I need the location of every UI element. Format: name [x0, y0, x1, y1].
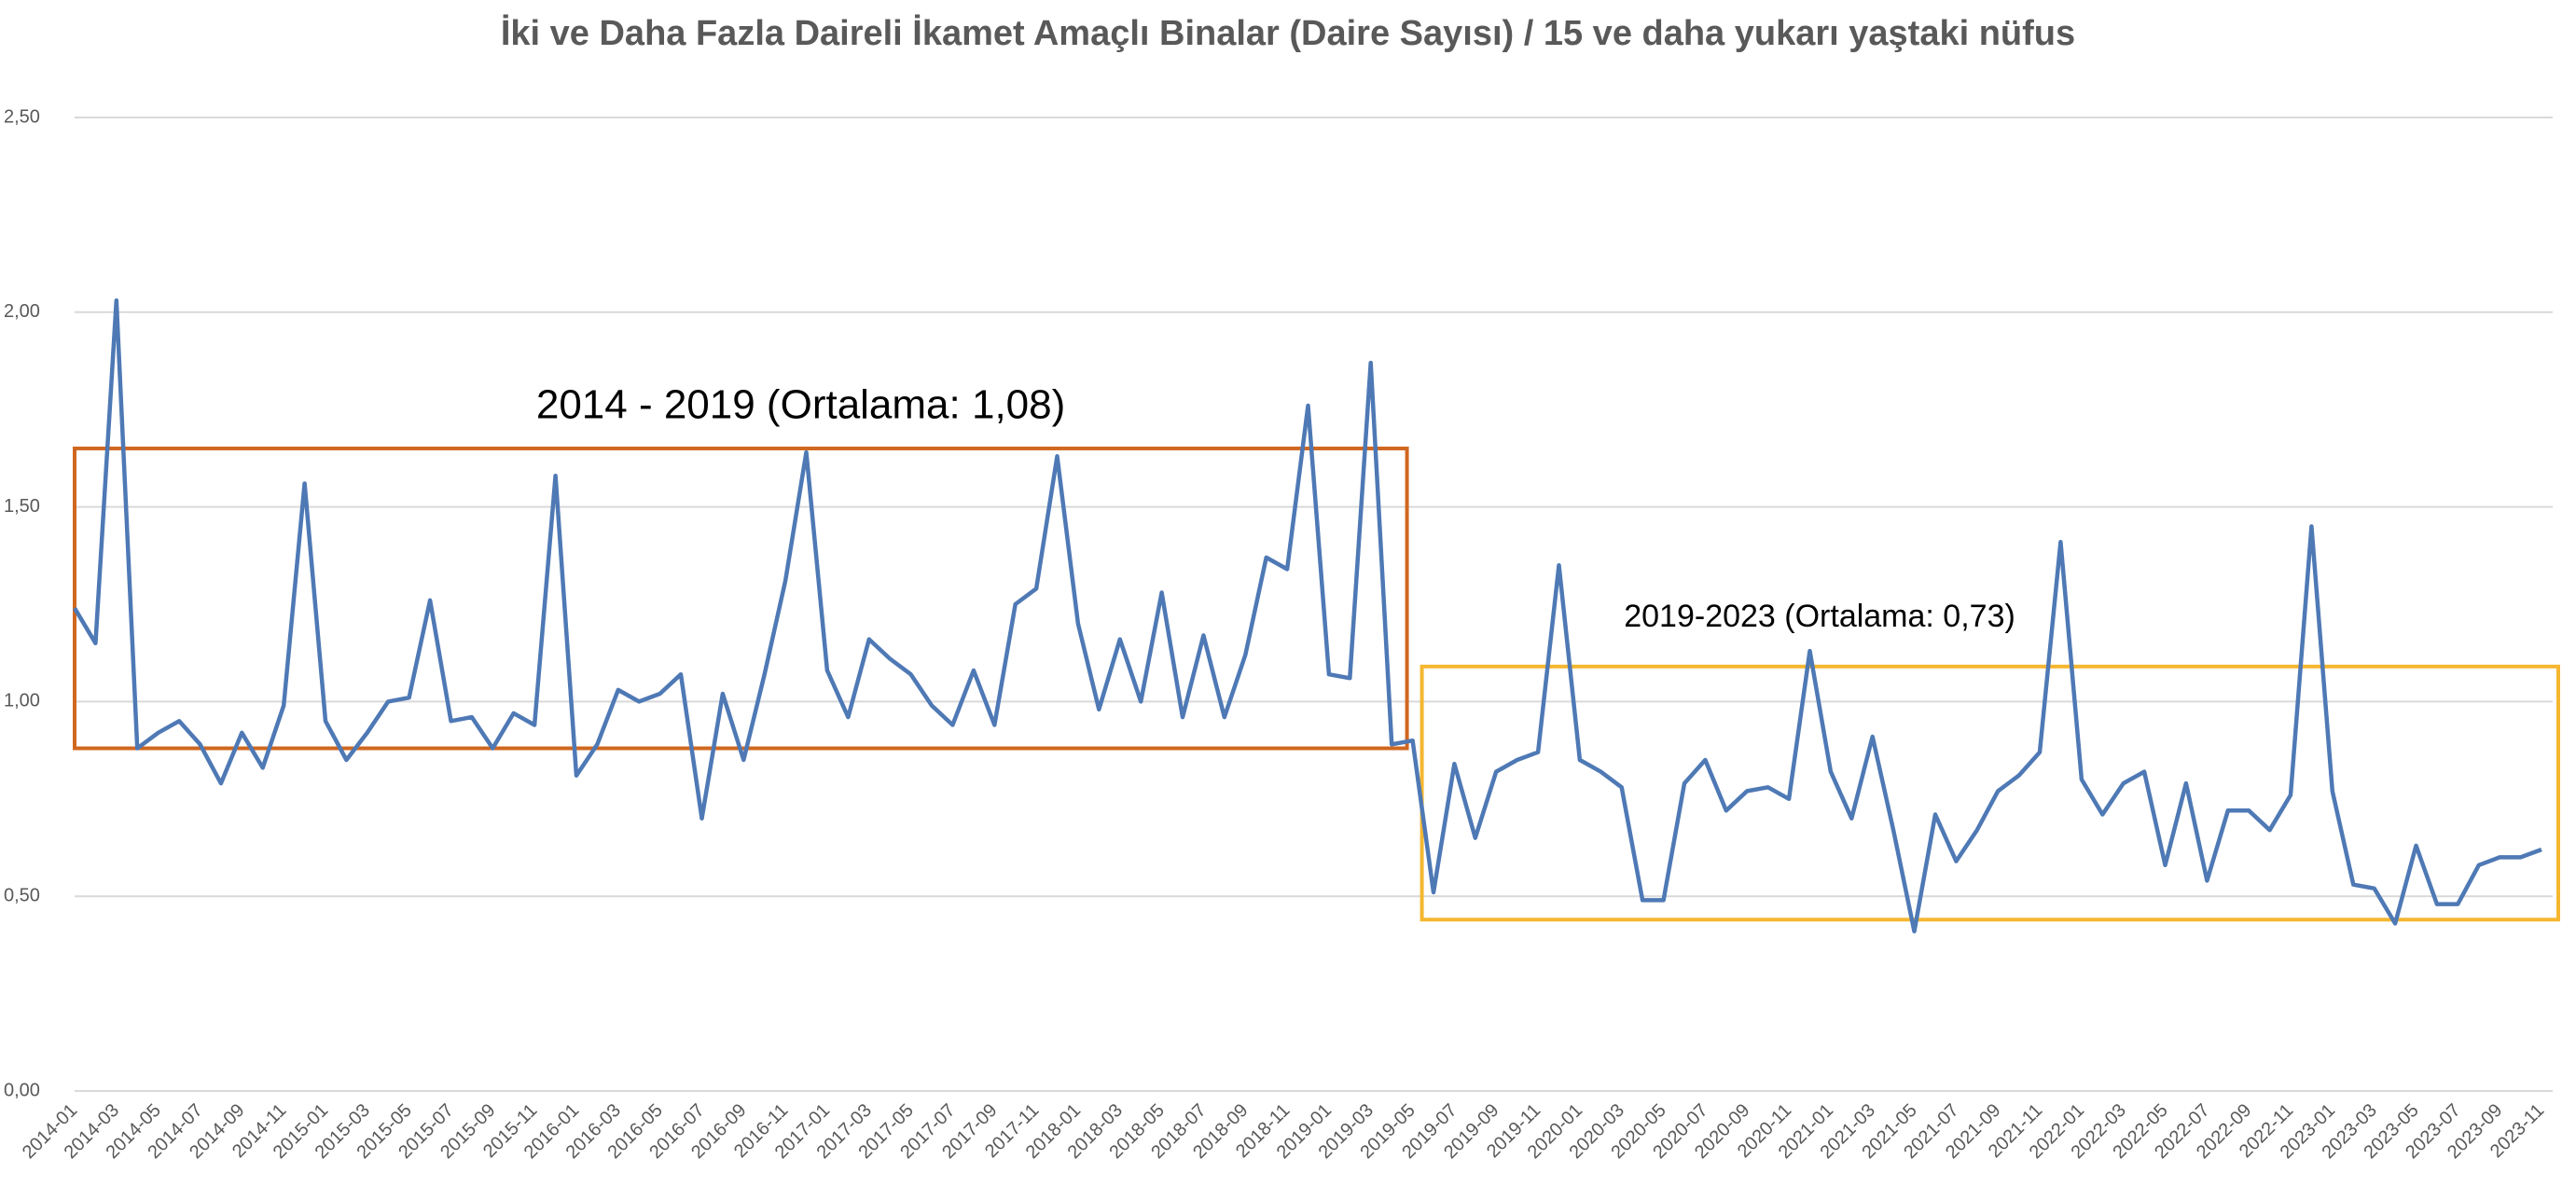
- y-tick-label: 0,50: [4, 885, 40, 905]
- y-tick-label: 2,50: [4, 106, 40, 127]
- data-line: [73, 298, 2542, 934]
- y-tick-label: 2,00: [4, 301, 40, 322]
- annotation-text: 2014 - 2019 (Ortalama: 1,08): [536, 382, 1065, 428]
- annotation-box: [1420, 664, 2560, 922]
- y-tick-label: 1,00: [4, 691, 40, 711]
- annotation-box: [73, 446, 1409, 751]
- y-tick-label: 1,50: [4, 496, 40, 517]
- chart-title: İki ve Daha Fazla Daireli İkamet Amaçlı …: [501, 14, 2075, 53]
- annotation-text: 2019-2023 (Ortalama: 0,73): [1624, 599, 2015, 634]
- y-tick-label: 0,00: [4, 1080, 40, 1100]
